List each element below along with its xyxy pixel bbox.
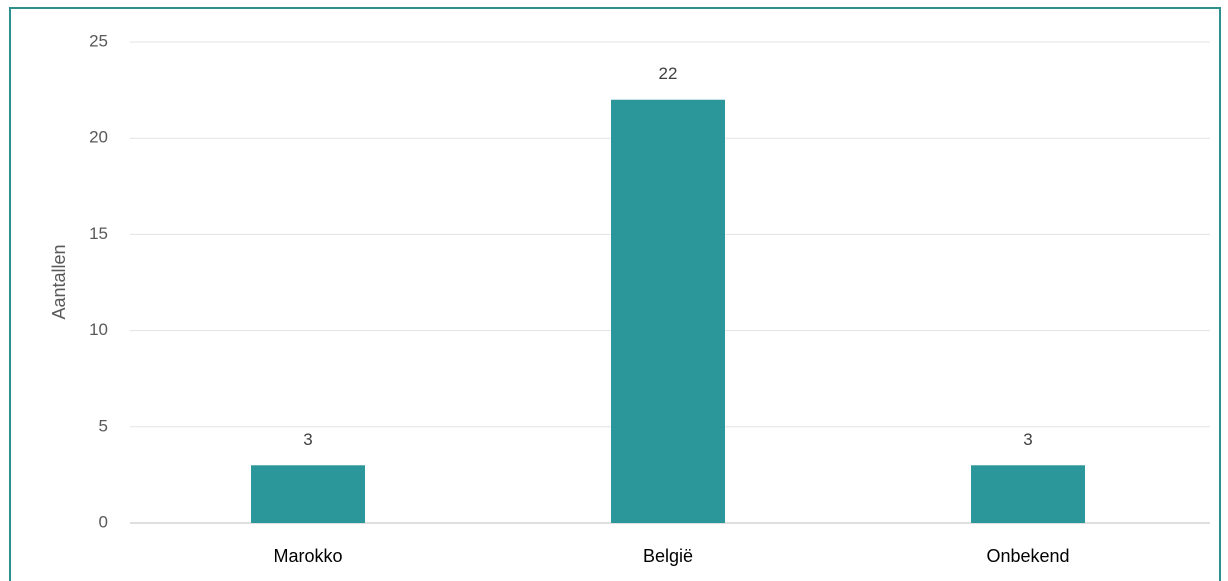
- y-tick-label: 15: [89, 224, 108, 243]
- y-axis-label: Aantallen: [49, 244, 69, 319]
- data-label: 3: [1023, 430, 1032, 449]
- x-tick-label: België: [643, 546, 693, 566]
- y-tick-label: 25: [89, 31, 108, 50]
- y-tick-label: 10: [89, 320, 108, 339]
- y-tick-label: 20: [89, 128, 108, 147]
- x-tick-label: Marokko: [273, 546, 342, 566]
- bar: [251, 465, 365, 523]
- data-label: 22: [659, 64, 678, 83]
- bar: [611, 99, 725, 523]
- y-tick-label: 0: [99, 512, 108, 531]
- x-tick-label: Onbekend: [986, 546, 1069, 566]
- y-tick-label: 5: [99, 416, 108, 435]
- chart-frame: [9, 7, 1221, 581]
- bar: [971, 465, 1085, 523]
- data-label: 3: [303, 430, 312, 449]
